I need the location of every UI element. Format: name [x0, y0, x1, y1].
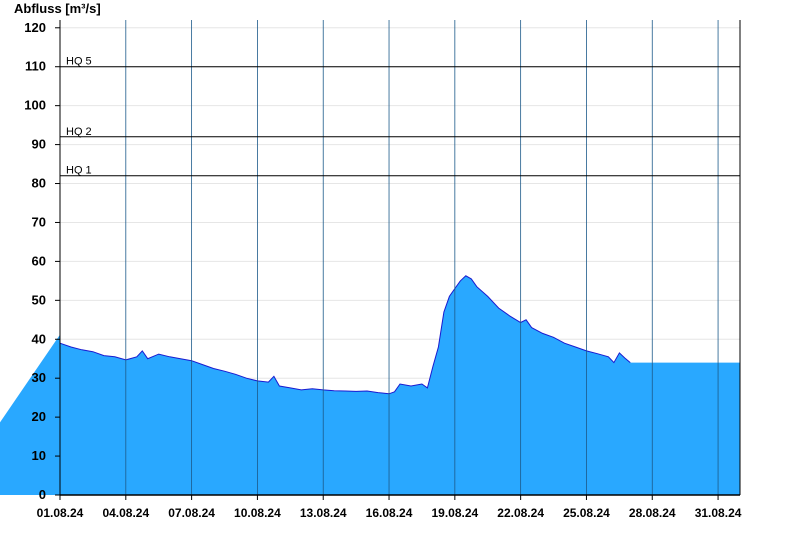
x-tick-label: 19.08.24 [431, 506, 478, 520]
threshold-label: HQ 5 [66, 56, 92, 68]
x-tick-label: 16.08.24 [366, 506, 413, 520]
y-tick-label: 120 [24, 20, 46, 35]
y-tick-label: 100 [24, 98, 46, 113]
x-tick-label: 28.08.24 [629, 506, 676, 520]
y-tick-label: 70 [32, 214, 46, 229]
x-tick-label: 10.08.24 [234, 506, 281, 520]
y-tick-label: 20 [32, 409, 46, 424]
y-tick-label: 110 [25, 59, 46, 74]
y-tick-label: 40 [32, 331, 46, 346]
y-tick-label: 50 [32, 292, 46, 307]
y-tick-label: 30 [32, 370, 46, 385]
threshold-label: HQ 2 [66, 126, 92, 138]
y-tick-label: 0 [39, 487, 46, 502]
x-tick-label: 25.08.24 [563, 506, 610, 520]
y-tick-label: 10 [32, 448, 46, 463]
y-tick-label: 80 [32, 176, 46, 191]
x-tick-label: 07.08.24 [168, 506, 215, 520]
threshold-label: HQ 1 [66, 165, 92, 177]
y-axis-label: Abfluss [m³/s] [14, 1, 101, 16]
x-tick-label: 13.08.24 [300, 506, 347, 520]
discharge-area [0, 275, 740, 495]
x-tick-label: 01.08.24 [37, 506, 84, 520]
x-tick-label: 31.08.24 [695, 506, 742, 520]
x-tick-label: 22.08.24 [497, 506, 544, 520]
y-tick-label: 90 [32, 137, 46, 152]
x-tick-label: 04.08.24 [102, 506, 149, 520]
y-tick-label: 60 [32, 253, 46, 268]
